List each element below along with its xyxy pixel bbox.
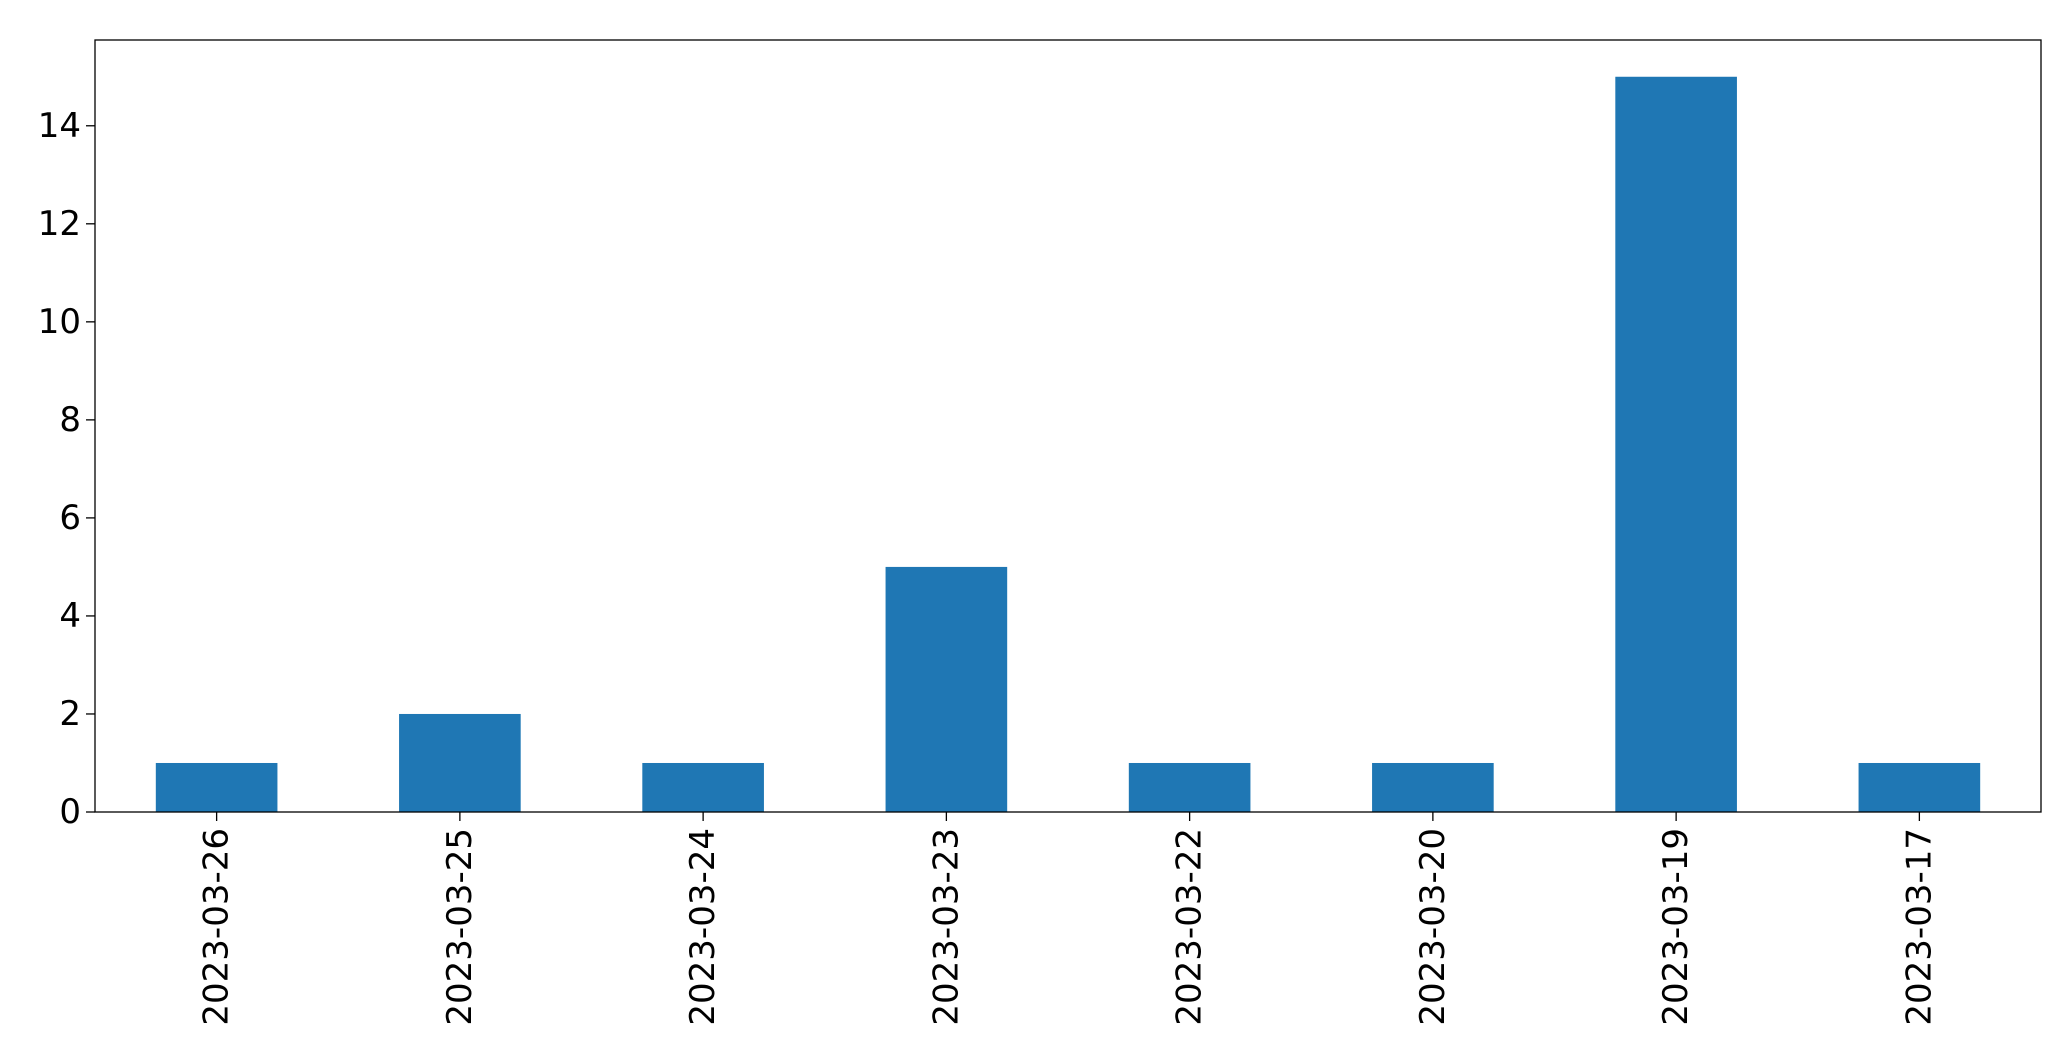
bar-2023-03-26 [155,762,278,812]
y-tick-label: 4 [59,596,81,636]
plot-frame [94,39,2042,813]
bars-group [155,76,1981,812]
x-axis: 2023-03-26 2023-03-25 2023-03-24 2023-03-23… [197,812,1939,1026]
bar-2023-03-25 [399,713,521,812]
x-tick-label: 2023-03-24 [683,828,723,1026]
bar-2023-03-24 [642,762,764,812]
x-tick-label: 2023-03-19 [1656,828,1696,1026]
y-tick-label: 12 [38,204,81,244]
y-axis: 0 2 4 6 8 10 12 14 [38,106,95,832]
bar-2023-03-20 [1372,762,1494,812]
y-tick-label: 0 [59,792,81,832]
bar-2023-03-17 [1858,762,1981,812]
bar-2023-03-19 [1615,76,1737,812]
y-tick-label: 6 [59,498,81,538]
y-tick-label: 2 [59,694,81,734]
bar-2023-03-23 [885,566,1008,812]
x-tick-label: 2023-03-17 [1899,828,1939,1026]
x-tick-label: 2023-03-20 [1413,828,1453,1026]
y-tick-label: 8 [59,400,81,440]
bar-2023-03-22 [1128,762,1251,812]
x-tick-label: 2023-03-22 [1170,828,1210,1026]
x-tick-label: 2023-03-25 [440,828,480,1026]
x-tick-label: 2023-03-26 [197,828,237,1026]
x-tick-label: 2023-03-23 [926,828,966,1026]
y-tick-label: 10 [38,302,81,342]
y-tick-label: 14 [38,106,81,146]
